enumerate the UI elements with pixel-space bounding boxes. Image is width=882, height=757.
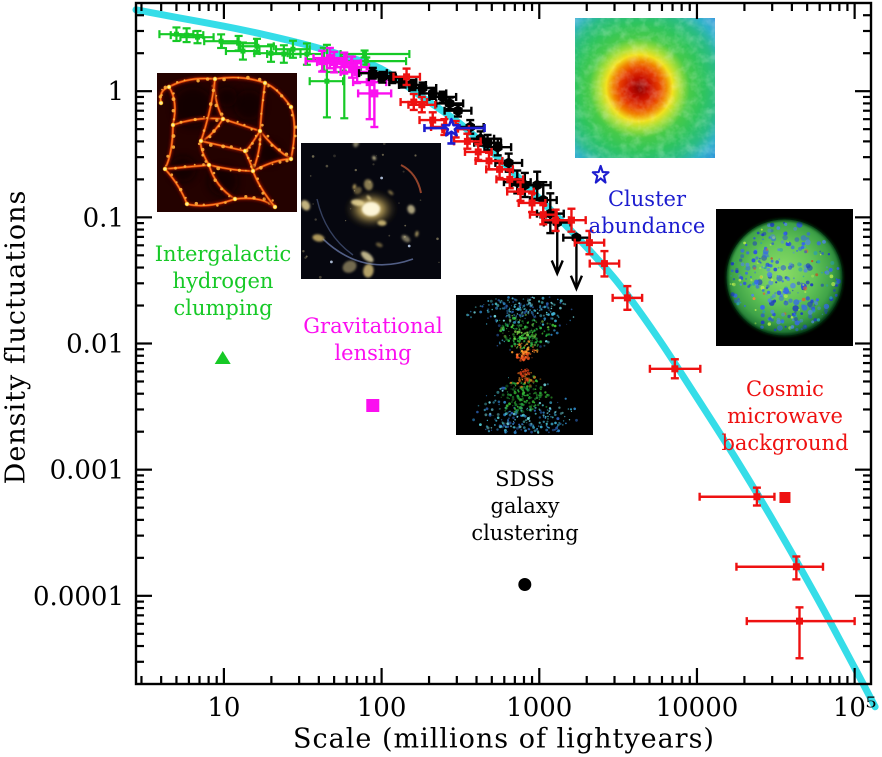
- gravitational-lensing-image: [301, 143, 441, 279]
- data-point-sdss: [503, 157, 514, 169]
- inset-images: [157, 18, 853, 435]
- data-point-hydrogen: [290, 46, 296, 52]
- data-point-lensing: [370, 89, 379, 98]
- cluster-star-icon: [591, 164, 610, 184]
- lensing-square-icon: [366, 399, 380, 412]
- y-tick-label: 0.1: [83, 203, 124, 233]
- data-point-cmb: [567, 216, 575, 224]
- data-point-lensing: [325, 54, 334, 63]
- legend-sdss-label: SDSS galaxy clustering: [471, 467, 579, 545]
- data-point-cmb: [753, 493, 761, 501]
- data-point-sdss: [492, 141, 503, 153]
- data-point-hydrogen: [363, 58, 369, 64]
- hydrogen-triangle-icon: [214, 351, 231, 364]
- data-point-hydrogen: [240, 48, 246, 54]
- legend-sdss: SDSS galaxy clustering: [471, 439, 579, 618]
- data-point-hydrogen: [184, 32, 190, 38]
- y-tick-label: 0.001: [50, 456, 124, 486]
- axes: 10 100 1000 10000 10⁵ 1 0.1 0.01 0.001 0.0001: [33, 1, 877, 723]
- upper-limit-arrow: [569, 275, 584, 292]
- data-point-hydrogen: [236, 40, 242, 46]
- x-axis-title: Scale (millions of lightyears): [293, 723, 715, 755]
- data-point-hydrogen: [254, 43, 260, 49]
- y-tick-label: 1: [107, 77, 124, 107]
- data-point-cmb: [463, 137, 471, 145]
- x-tick-label: 100: [357, 693, 407, 723]
- data-point-hydrogen: [324, 78, 330, 84]
- data-point-hydrogen: [195, 34, 200, 40]
- cmb-square-icon: [779, 492, 791, 503]
- data-point-lensing: [365, 78, 374, 87]
- data-point-cmb: [418, 101, 426, 109]
- series-cluster: [423, 117, 486, 145]
- data-point-cmb: [506, 175, 514, 183]
- data-point-sdss: [368, 67, 378, 79]
- y-tick-label: 0.0001: [33, 582, 124, 612]
- x-tick-label: 10⁵: [833, 693, 877, 723]
- x-tick-label: 10: [207, 693, 240, 723]
- data-point-cmb: [600, 260, 608, 268]
- data-point-sdss: [437, 91, 448, 103]
- data-point-cmb: [792, 563, 800, 571]
- legend-hydrogen-label: Intergalactic hydrogen clumping: [154, 242, 292, 320]
- data-point-lensing: [348, 63, 357, 72]
- data-point-cmb: [528, 199, 536, 207]
- data-point-cmb: [552, 216, 560, 224]
- data-point-cmb: [516, 188, 524, 196]
- data-point-cmb: [585, 239, 593, 247]
- x-tick-label: 10000: [656, 693, 739, 723]
- legend-cmb-label: Cosmic microwave background: [721, 377, 849, 455]
- legend-cluster-label: Cluster abundance: [588, 187, 706, 238]
- data-point-cmb: [671, 365, 679, 373]
- y-axis-title: Density fluctuations: [0, 189, 32, 485]
- data-point-hydrogen: [304, 51, 310, 57]
- data-point-cmb: [496, 165, 504, 173]
- data-point-cmb: [403, 73, 411, 81]
- data-point-hydrogen: [281, 51, 287, 57]
- sdss-circle-icon: [518, 578, 532, 591]
- data-point-lensing: [353, 67, 362, 76]
- data-point-cmb: [429, 116, 437, 124]
- legend-lensing-label: Gravitational lensing: [303, 314, 443, 365]
- data-point-cmb: [485, 157, 493, 165]
- data-point-hydrogen: [362, 51, 368, 57]
- legend-cluster: Cluster abundance: [588, 159, 706, 294]
- data-point-cmb: [474, 148, 482, 156]
- data-point-sdss: [444, 97, 455, 109]
- upper-limit-arrow: [550, 260, 564, 277]
- cluster-abundance-image: [575, 18, 715, 158]
- series-cmb: [392, 67, 856, 660]
- data-point-lensing: [340, 59, 349, 68]
- data-point-cmb: [539, 211, 547, 219]
- data-points: [158, 26, 856, 660]
- x-tick-label: 1000: [506, 693, 572, 723]
- sdss-wedge-image: [456, 295, 593, 435]
- data-point-cmb: [410, 98, 418, 106]
- data-point-cmb: [795, 617, 803, 625]
- data-point-cluster: [441, 117, 462, 137]
- legend-lensing: Gravitational lensing: [303, 286, 443, 439]
- legend-cmb: Cosmic microwave background: [721, 349, 849, 530]
- cmb-sphere-image: [716, 209, 853, 346]
- data-point-sdss: [453, 105, 463, 117]
- y-tick-label: 0.01: [66, 330, 124, 360]
- legend-hydrogen: Intergalactic hydrogen clumping: [154, 214, 292, 391]
- hydrogen-simulation-image: [157, 73, 297, 212]
- data-point-cmb: [623, 294, 631, 302]
